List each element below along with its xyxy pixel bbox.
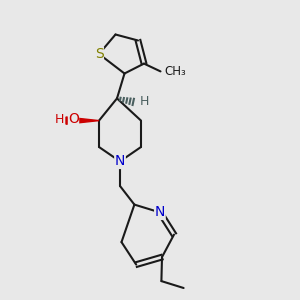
Polygon shape xyxy=(66,117,99,124)
Text: CH₃: CH₃ xyxy=(164,65,186,78)
Text: N: N xyxy=(155,206,165,219)
Text: O: O xyxy=(68,112,79,126)
Text: H: H xyxy=(140,95,149,108)
Text: S: S xyxy=(94,47,103,61)
Text: H: H xyxy=(55,112,64,126)
Text: N: N xyxy=(115,154,125,168)
